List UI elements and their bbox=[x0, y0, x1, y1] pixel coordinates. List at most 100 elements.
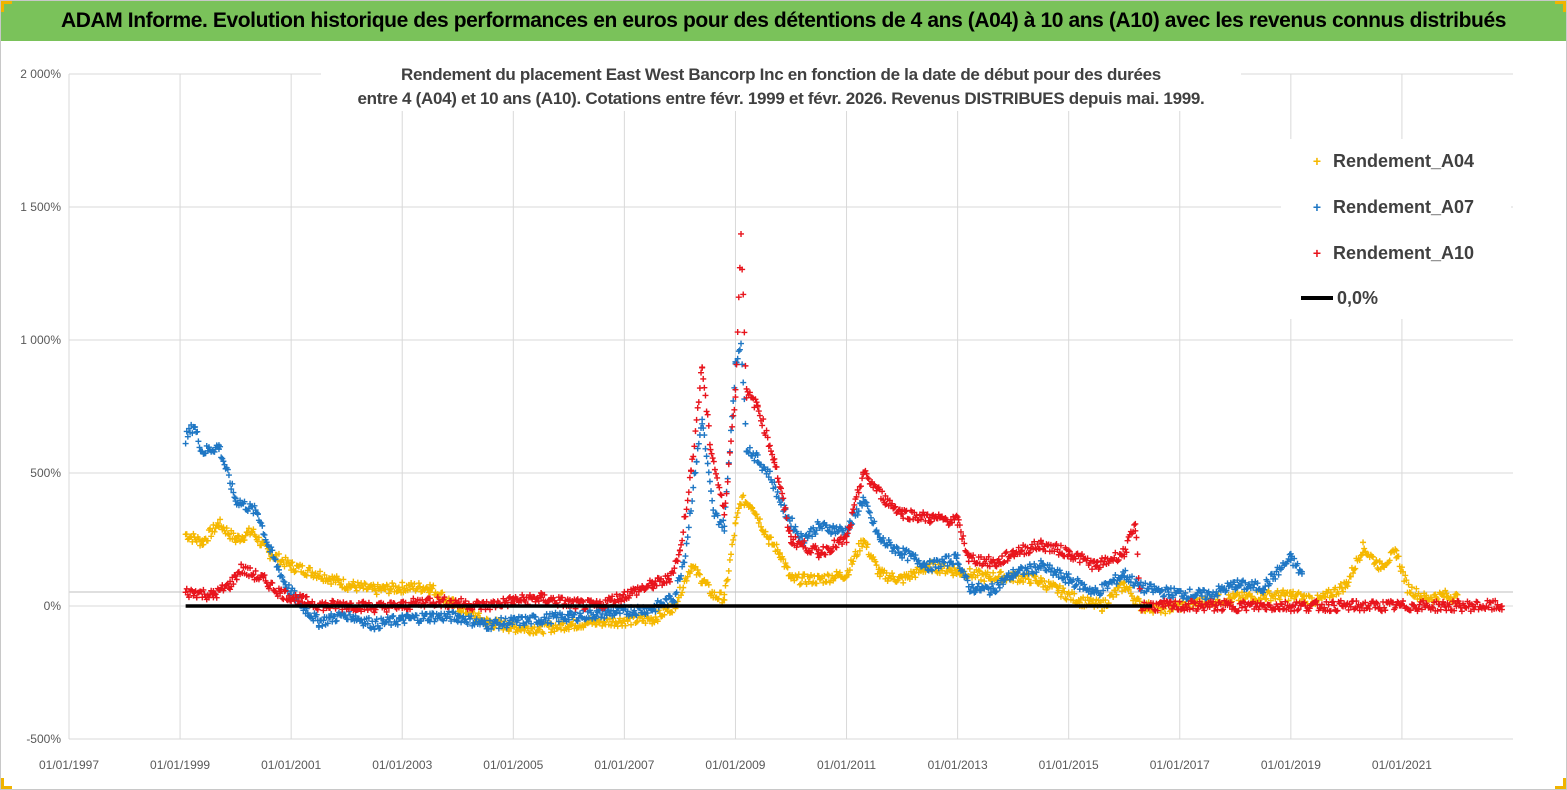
x-tick-label: 01/01/2019 bbox=[1261, 758, 1321, 772]
data-point bbox=[1022, 575, 1029, 582]
data-point bbox=[681, 559, 688, 566]
data-point bbox=[1408, 584, 1415, 591]
data-point bbox=[545, 615, 552, 622]
data-point bbox=[729, 413, 736, 420]
data-point bbox=[1060, 585, 1067, 592]
data-point bbox=[701, 576, 708, 583]
data-point bbox=[413, 586, 420, 593]
data-point bbox=[448, 618, 455, 625]
data-point bbox=[642, 620, 649, 627]
data-point bbox=[855, 508, 862, 515]
data-point bbox=[260, 531, 267, 538]
data-point bbox=[232, 495, 239, 502]
data-point bbox=[466, 615, 473, 622]
data-point bbox=[859, 475, 866, 482]
data-point bbox=[385, 618, 392, 625]
data-point bbox=[763, 470, 770, 477]
legend-item-a07: + Rendement_A07 bbox=[1301, 195, 1474, 219]
data-point bbox=[810, 524, 817, 531]
data-point bbox=[1071, 590, 1078, 597]
data-point bbox=[340, 576, 347, 583]
data-point bbox=[713, 470, 720, 477]
data-point bbox=[721, 596, 728, 603]
x-tick-label: 01/01/1999 bbox=[150, 758, 210, 772]
data-point bbox=[569, 621, 576, 628]
data-point bbox=[728, 438, 735, 445]
data-point bbox=[725, 567, 732, 574]
data-point bbox=[221, 461, 228, 468]
data-point bbox=[726, 449, 733, 456]
data-point bbox=[1119, 588, 1126, 595]
data-point bbox=[182, 440, 189, 447]
data-point bbox=[951, 564, 958, 571]
data-point bbox=[548, 629, 555, 636]
data-point bbox=[624, 618, 631, 625]
data-point bbox=[873, 527, 880, 534]
data-point bbox=[759, 422, 766, 429]
data-point bbox=[217, 516, 224, 523]
data-point bbox=[225, 531, 232, 538]
data-point bbox=[1211, 607, 1218, 614]
data-point bbox=[710, 458, 717, 465]
data-point bbox=[661, 611, 668, 618]
data-point bbox=[990, 569, 997, 576]
data-point bbox=[1337, 580, 1344, 587]
data-point bbox=[582, 616, 589, 623]
data-point bbox=[676, 547, 683, 554]
legend-item-a10: + Rendement_A10 bbox=[1301, 241, 1474, 265]
data-point bbox=[371, 626, 378, 633]
corner-marker bbox=[1555, 778, 1566, 789]
data-point bbox=[679, 537, 686, 544]
data-point bbox=[458, 609, 465, 616]
data-point bbox=[726, 556, 733, 563]
data-point bbox=[663, 596, 670, 603]
data-point bbox=[680, 584, 687, 591]
data-point bbox=[207, 525, 214, 532]
data-point bbox=[418, 588, 425, 595]
data-point bbox=[1090, 597, 1097, 604]
data-point bbox=[867, 514, 874, 521]
data-point bbox=[912, 574, 919, 581]
data-point bbox=[753, 399, 760, 406]
data-point bbox=[875, 530, 882, 537]
data-point bbox=[258, 542, 265, 549]
data-point bbox=[693, 416, 700, 423]
x-tick-label: 01/01/2011 bbox=[817, 758, 876, 772]
data-point bbox=[702, 445, 709, 452]
data-point bbox=[443, 615, 450, 622]
data-point bbox=[230, 489, 237, 496]
data-point bbox=[927, 566, 934, 573]
data-point bbox=[1076, 559, 1083, 566]
data-point bbox=[1443, 590, 1450, 597]
data-point bbox=[1356, 557, 1363, 564]
data-point bbox=[633, 612, 640, 619]
data-point bbox=[678, 572, 685, 579]
data-point bbox=[1110, 593, 1117, 600]
data-point bbox=[633, 619, 640, 626]
data-point bbox=[679, 563, 686, 570]
data-point bbox=[652, 608, 659, 615]
data-point bbox=[731, 532, 738, 539]
data-point bbox=[923, 561, 930, 568]
data-point bbox=[740, 379, 747, 386]
chart-title-line2: entre 4 (A04) et 10 ans (A10). Cotations… bbox=[357, 89, 1205, 108]
data-point bbox=[863, 544, 870, 551]
data-point bbox=[995, 573, 1002, 580]
data-point bbox=[616, 610, 623, 617]
data-point bbox=[845, 571, 852, 578]
data-point bbox=[224, 466, 231, 473]
data-point bbox=[1084, 594, 1091, 601]
data-point bbox=[805, 578, 812, 585]
data-point bbox=[427, 581, 433, 588]
data-point bbox=[289, 559, 296, 566]
data-point bbox=[291, 569, 298, 576]
data-point bbox=[901, 551, 908, 558]
data-point bbox=[749, 452, 756, 459]
data-point bbox=[722, 582, 729, 589]
data-point bbox=[439, 589, 446, 596]
data-point bbox=[755, 519, 762, 526]
data-point bbox=[731, 406, 738, 413]
data-point bbox=[859, 502, 866, 509]
data-point bbox=[585, 614, 592, 621]
data-point bbox=[321, 571, 328, 578]
